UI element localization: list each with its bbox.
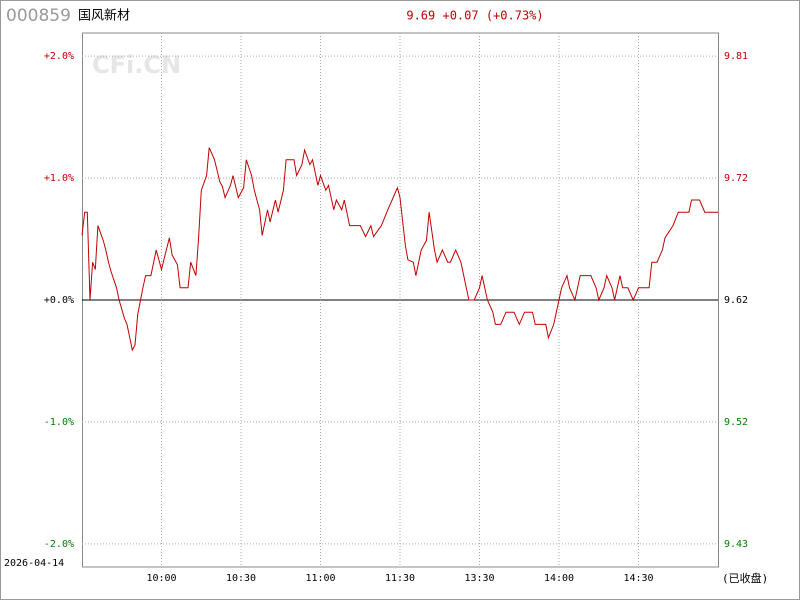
x-tick-label: 11:00 bbox=[305, 573, 335, 584]
y2-tick-label: 9.52 bbox=[724, 417, 748, 428]
x-tick-label: 14:00 bbox=[544, 573, 574, 584]
x-tick-label: 13:30 bbox=[464, 573, 494, 584]
watermark: CFi.CN bbox=[92, 51, 181, 79]
y-tick-label: -2.0% bbox=[44, 539, 74, 550]
y2-tick-label: 9.62 bbox=[724, 295, 748, 306]
price-line bbox=[81, 147, 718, 352]
quote: 9.69 +0.07 (+0.73%) bbox=[406, 9, 543, 23]
x-tick-label: 10:00 bbox=[146, 573, 176, 584]
y-tick-label: +2.0% bbox=[44, 51, 74, 62]
stock-name: 国风新材 bbox=[78, 8, 130, 24]
y2-tick-label: 9.81 bbox=[724, 51, 748, 62]
x-tick-label: 11:30 bbox=[385, 573, 415, 584]
date-label: 2026-04-14 bbox=[4, 558, 64, 569]
y-tick-label: -1.0% bbox=[44, 417, 74, 428]
stock-code: 000859 bbox=[6, 6, 71, 26]
y-tick-label: +1.0% bbox=[44, 173, 74, 184]
y-tick-label: +0.0% bbox=[44, 295, 74, 306]
x-tick-label: 14:30 bbox=[623, 573, 653, 584]
y2-tick-label: 9.43 bbox=[724, 539, 748, 550]
x-tick-label: 10:30 bbox=[226, 573, 256, 584]
y2-tick-label: 9.72 bbox=[724, 173, 748, 184]
status-label: (已收盘) bbox=[722, 571, 768, 585]
